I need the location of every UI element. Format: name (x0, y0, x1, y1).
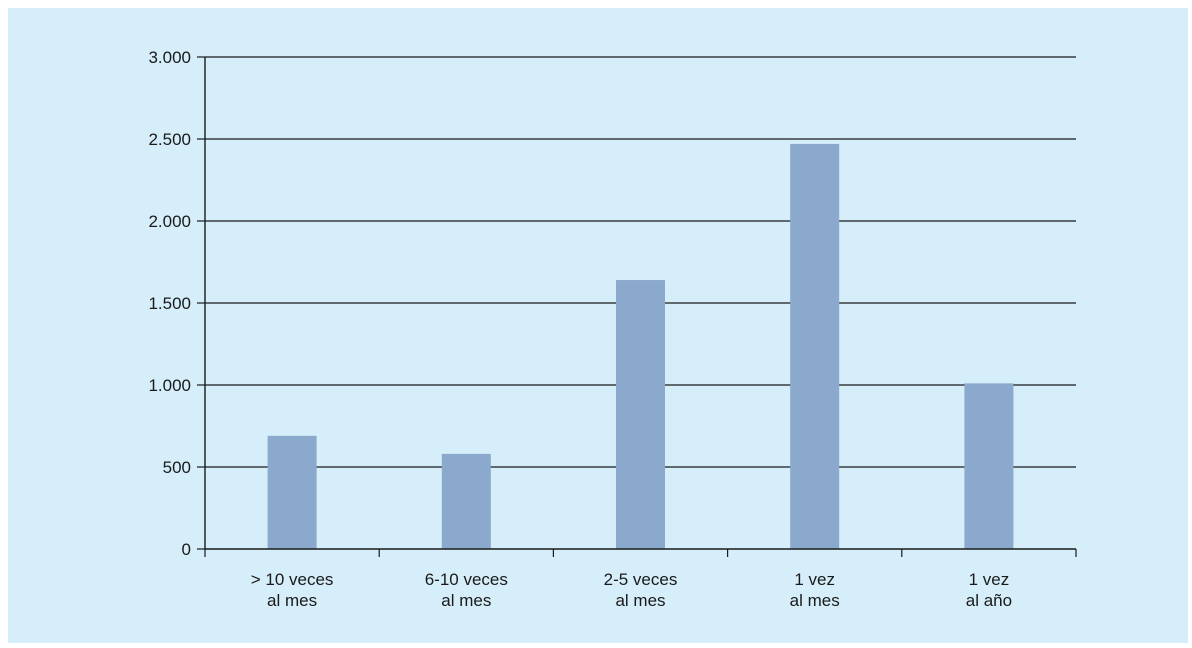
y-tick-label: 2.500 (148, 130, 191, 149)
y-tick-label: 1.500 (148, 294, 191, 313)
bar (790, 143, 840, 550)
x-category-label: 6-10 veces (425, 570, 508, 589)
y-tick-label: 1.000 (148, 376, 191, 395)
x-category-label: al mes (790, 591, 840, 610)
x-category-labels: > 10 veces al mes 6-10 veces al mes 2-5 vece… (251, 570, 1012, 610)
y-tick-labels: 0 500 1.000 1.500 2.000 2.500 3.000 (148, 48, 191, 559)
y-tick-label: 2.000 (148, 212, 191, 231)
x-category-label: 1 vez (794, 570, 835, 589)
x-category-label: 2-5 veces (604, 570, 678, 589)
bar (616, 280, 665, 549)
y-tick-label: 500 (163, 458, 191, 477)
x-category-label: al mes (615, 591, 665, 610)
bar (964, 383, 1014, 549)
x-category-label: > 10 veces (251, 570, 334, 589)
bar (267, 435, 317, 549)
x-category-label: al mes (441, 591, 491, 610)
x-category-label: al mes (267, 591, 317, 610)
chart-panel: 0 500 1.000 1.500 2.000 2.500 3.000 > 10 veces… (8, 8, 1188, 643)
axes (197, 56, 1077, 557)
bars (267, 143, 1014, 550)
y-tick-label: 0 (182, 540, 191, 559)
x-category-label: 1 vez (969, 570, 1010, 589)
bar-chart: 0 500 1.000 1.500 2.000 2.500 3.000 > 10 veces… (148, 48, 1077, 610)
x-category-label: al año (966, 591, 1012, 610)
bar (441, 453, 491, 549)
y-tick-label: 3.000 (148, 48, 191, 67)
